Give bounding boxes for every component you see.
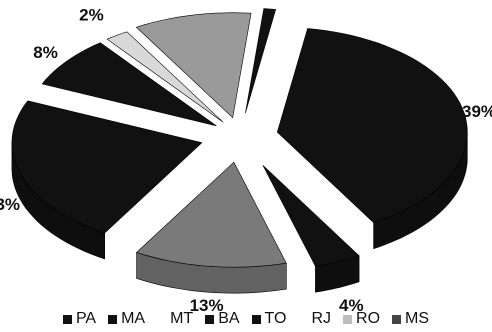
legend-item-ma: MA (108, 310, 145, 328)
legend-item-rj: RJ (298, 310, 331, 328)
legend-label-ro: RO (356, 310, 381, 327)
legend-label-ms: MS (405, 310, 430, 327)
legend-item-mt: MT (157, 310, 193, 328)
pie-slice-pa (276, 28, 468, 224)
legend-item-to: TO (251, 310, 287, 328)
legend-swatch-pa (62, 314, 72, 324)
legend-swatch-to (251, 314, 261, 324)
pie-slice-ro (135, 12, 252, 119)
pie-slice-ma (262, 165, 360, 267)
pie-label-ma: 4% (339, 296, 364, 315)
pie-label-mt: 13% (190, 296, 224, 315)
legend-swatch-mt (157, 314, 167, 324)
legend-label-pa: PA (75, 310, 97, 327)
legend-swatch-ma (108, 314, 118, 324)
pie-slices (11, 8, 468, 294)
legend-swatch-rj (298, 314, 308, 324)
pie-slice-ba (11, 100, 203, 234)
pie-slice-to (41, 42, 217, 127)
legend-swatch-ro (343, 314, 353, 324)
pie-labels: 39%4%13%23%8%2%10%1% (0, 5, 492, 315)
legend-item-pa: PA (62, 310, 97, 328)
legend-label-to: TO (264, 310, 287, 327)
pie-label-to: 8% (33, 43, 58, 62)
legend-label-mt: MT (170, 310, 194, 327)
pie-label-rj: 2% (79, 5, 104, 24)
legend-label-rj: RJ (311, 310, 332, 327)
pie-slice-ms (245, 8, 277, 114)
pie-label-pa: 39% (462, 102, 492, 121)
legend-swatch-ms (392, 314, 402, 324)
pie-slice-rj (106, 31, 224, 123)
chart-legend: PA MA MT BA TO RJ RO MS (0, 308, 492, 330)
pie-slice-mt (136, 161, 287, 268)
legend-item-ro: RO (343, 310, 380, 328)
legend-label-ba: BA (218, 310, 240, 327)
pie-label-ba: 23% (0, 195, 20, 214)
legend-item-ms: MS (392, 310, 429, 328)
legend-swatch-ba (205, 314, 215, 324)
legend-item-ba: BA (205, 310, 240, 328)
legend-label-ma: MA (121, 310, 146, 327)
